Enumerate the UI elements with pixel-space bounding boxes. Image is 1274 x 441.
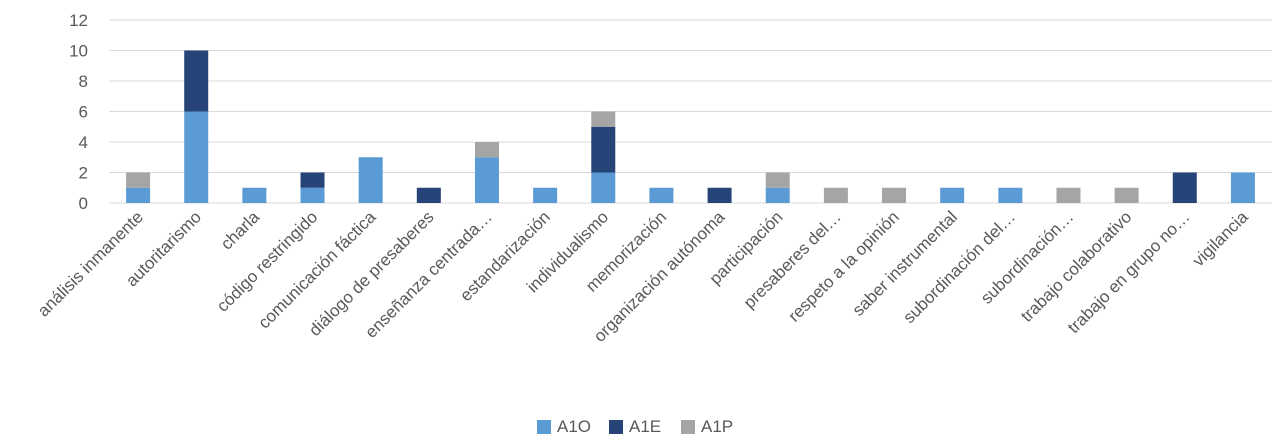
bar-segment-a1o	[474, 157, 499, 203]
bar-segment-a1o	[533, 187, 558, 203]
bar-segment-a1p	[1056, 187, 1081, 203]
legend-label: A1O	[557, 417, 591, 436]
bar-segment-a1o	[126, 187, 151, 203]
bar-segment-a1o	[184, 111, 209, 203]
x-category-label: vigilancia	[1189, 207, 1252, 270]
legend-item-a1p: A1P	[681, 417, 733, 436]
legend-item-a1e: A1E	[609, 417, 661, 436]
legend: A1O A1E A1P	[537, 417, 733, 436]
bar-segment-a1o	[1230, 172, 1255, 203]
bar-segment-a1e	[416, 187, 441, 203]
bar-segment-a1p	[1114, 187, 1139, 203]
y-tick-label: 12	[69, 11, 88, 30]
bar-segment-a1e	[707, 187, 732, 203]
bar-segment-a1p	[765, 172, 790, 188]
gridlines	[109, 19, 1272, 204]
bar-segment-a1p	[823, 187, 848, 203]
bar-segment-a1p	[126, 172, 151, 188]
bar-segment-a1e	[184, 50, 209, 112]
y-tick-label: 0	[79, 194, 88, 213]
y-tick-label: 2	[79, 164, 88, 183]
bar-segment-a1o	[765, 187, 790, 203]
x-category-label: presaberes del…	[740, 207, 845, 312]
legend-label: A1P	[701, 417, 733, 436]
bar-segment-a1e	[1172, 172, 1197, 203]
bar-segment-a1e	[591, 126, 616, 173]
x-category-label: código restringido	[213, 207, 321, 315]
y-tick-label: 6	[79, 103, 88, 122]
y-tick-label: 8	[79, 72, 88, 91]
y-tick-label: 4	[79, 133, 88, 152]
x-category-label: saber instrumental	[849, 207, 961, 319]
bars	[126, 50, 1255, 203]
bar-segment-a1o	[649, 187, 674, 203]
legend-swatch	[681, 420, 695, 434]
x-category-label: respeto a la opinión	[784, 207, 902, 325]
bar-segment-a1o	[998, 187, 1023, 203]
bar-segment-a1o	[358, 157, 383, 203]
bar-segment-a1o	[591, 172, 616, 203]
y-tick-label: 10	[69, 42, 88, 61]
bar-segment-a1p	[882, 187, 907, 203]
legend-label: A1E	[629, 417, 661, 436]
x-category-label: charla	[217, 207, 264, 254]
bar-segment-a1o	[940, 187, 965, 203]
bar-segment-a1o	[242, 187, 267, 203]
x-category-label: subordinación del…	[899, 207, 1019, 327]
bar-segment-a1o	[300, 187, 325, 203]
y-axis-tick-labels: 0 2 4 6 8 10 12	[69, 11, 88, 213]
x-category-label: análisis inmanente	[34, 207, 147, 320]
bar-segment-a1e	[300, 172, 325, 188]
legend-item-a1o: A1O	[537, 417, 591, 436]
bar-segment-a1p	[474, 142, 499, 158]
x-category-label: trabajo colaborativo	[1017, 207, 1135, 325]
bar-segment-a1p	[591, 111, 616, 127]
legend-swatch	[609, 420, 623, 434]
legend-swatch	[537, 420, 551, 434]
